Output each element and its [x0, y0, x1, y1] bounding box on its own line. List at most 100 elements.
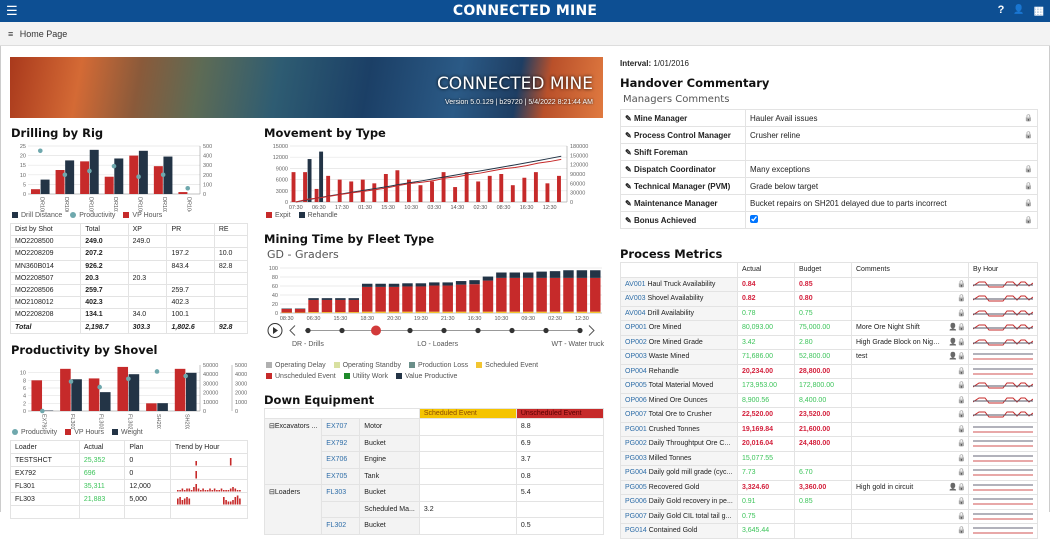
metric-code-link[interactable]: OP001	[625, 324, 647, 331]
metric-code-link[interactable]: PG005	[625, 484, 647, 491]
metric-code-link[interactable]: PG007	[625, 513, 647, 520]
equipment-id-link[interactable]: FL302	[322, 518, 360, 535]
user-icon[interactable]: 👤	[949, 353, 958, 360]
pencil-icon[interactable]: ✎	[625, 148, 634, 157]
metric-code-link[interactable]: PG006	[625, 498, 647, 505]
legend-item[interactable]: Operating Delay	[266, 362, 326, 369]
handover-value[interactable]: Hauler Avail issues	[746, 110, 1021, 127]
metric-code-link[interactable]: OP006	[625, 397, 647, 404]
timeline-point[interactable]	[339, 328, 344, 333]
lock-icon[interactable]: 🔒	[957, 527, 966, 534]
timeline-point[interactable]	[441, 328, 446, 333]
lock-icon[interactable]: 🔒	[957, 455, 966, 462]
lock-icon[interactable]: 🔒	[1024, 132, 1033, 139]
comment-cell[interactable]	[852, 408, 947, 423]
menu-icon[interactable]: ≡	[8, 29, 13, 39]
interval-value[interactable]: 1/01/2016	[653, 59, 689, 68]
handover-value[interactable]: Crusher reline	[746, 127, 1021, 144]
table-row[interactable]	[11, 506, 248, 519]
handover-value[interactable]: Grade below target	[746, 178, 1021, 195]
timeline-point[interactable]	[407, 328, 412, 333]
handover-value[interactable]	[746, 144, 1021, 161]
metric-code-link[interactable]: AV003	[625, 295, 646, 302]
comment-cell[interactable]	[852, 364, 947, 379]
equipment-id-link[interactable]: EX792	[322, 435, 360, 452]
lock-icon[interactable]: 🔒	[957, 484, 966, 491]
legend-item[interactable]: Production Loss	[409, 362, 468, 369]
lock-icon[interactable]: 🔒	[1024, 200, 1033, 207]
apps-grid-icon[interactable]: ▦	[1034, 4, 1044, 17]
legend-vp-hours[interactable]: VP Hours	[65, 429, 104, 436]
metric-code-link[interactable]: OP007	[625, 411, 647, 418]
timeline-point-active[interactable]	[371, 326, 381, 336]
comment-cell[interactable]: High Grade Block on Night Shift	[852, 335, 947, 350]
equipment-id-link[interactable]: EX706	[322, 452, 360, 469]
timeline-label-water-truck[interactable]: WT - Water truck	[552, 340, 605, 349]
comment-cell[interactable]	[852, 451, 947, 466]
legend-drill-distance[interactable]: Drill Distance	[12, 212, 62, 219]
chevron-right-icon[interactable]	[589, 326, 594, 336]
lock-icon[interactable]: 🔒	[957, 295, 966, 302]
help-icon[interactable]: ?	[998, 4, 1005, 17]
comment-cell[interactable]	[852, 292, 947, 307]
lock-icon[interactable]: 🔒	[957, 368, 966, 375]
pencil-icon[interactable]: ✎	[625, 216, 634, 225]
lock-icon[interactable]: 🔒	[1024, 217, 1033, 224]
timeline-label-loaders[interactable]: LO - Loaders	[417, 340, 458, 349]
lock-icon[interactable]: 🔒	[957, 339, 966, 346]
comment-cell[interactable]	[852, 393, 947, 408]
home-page-link[interactable]: Home Page	[20, 29, 68, 39]
metric-code-link[interactable]: OP002	[625, 339, 647, 346]
legend-weight[interactable]: Weight	[112, 429, 143, 436]
comment-cell[interactable]: More Ore Night Shift	[852, 321, 947, 336]
user-icon[interactable]: 👤	[949, 484, 958, 491]
handover-value[interactable]	[746, 212, 1021, 229]
comment-cell[interactable]	[852, 277, 947, 292]
comment-cell[interactable]	[852, 524, 947, 539]
user-icon[interactable]: 👤	[949, 339, 958, 346]
legend-productivity[interactable]: Productivity	[70, 212, 115, 219]
legend-expit[interactable]: Expit	[266, 212, 291, 219]
lock-icon[interactable]: 🔒	[957, 281, 966, 288]
metric-code-link[interactable]: AV004	[625, 310, 646, 317]
user-icon[interactable]: 👤	[949, 324, 958, 331]
pencil-icon[interactable]: ✎	[625, 199, 634, 208]
legend-item[interactable]: Operating Standby	[334, 362, 401, 369]
metric-code-link[interactable]: PG014	[625, 527, 647, 534]
lock-icon[interactable]: 🔒	[957, 513, 966, 520]
legend-vp-hours[interactable]: VP Hours	[123, 212, 162, 219]
handover-value[interactable]: Bucket repairs on SH201 delayed due to p…	[746, 195, 1021, 212]
handover-value[interactable]: Many exceptions	[746, 161, 1021, 178]
lock-icon[interactable]: 🔒	[957, 324, 966, 331]
metric-row[interactable]: PG007 Daily Gold CIL total tail g...0.75…	[621, 509, 1038, 524]
comment-cell[interactable]	[852, 495, 947, 510]
metric-code-link[interactable]: PG003	[625, 455, 647, 462]
lock-icon[interactable]: 🔒	[957, 498, 966, 505]
bonus-checkbox[interactable]	[750, 215, 758, 223]
timeline-label-drills[interactable]: DR - Drills	[292, 340, 324, 349]
metric-code-link[interactable]: OP003	[625, 353, 647, 360]
timeline-point[interactable]	[475, 328, 480, 333]
metric-code-link[interactable]: AV001	[625, 281, 646, 288]
pencil-icon[interactable]: ✎	[625, 114, 634, 123]
legend-rehandle[interactable]: Rehandle	[299, 212, 338, 219]
